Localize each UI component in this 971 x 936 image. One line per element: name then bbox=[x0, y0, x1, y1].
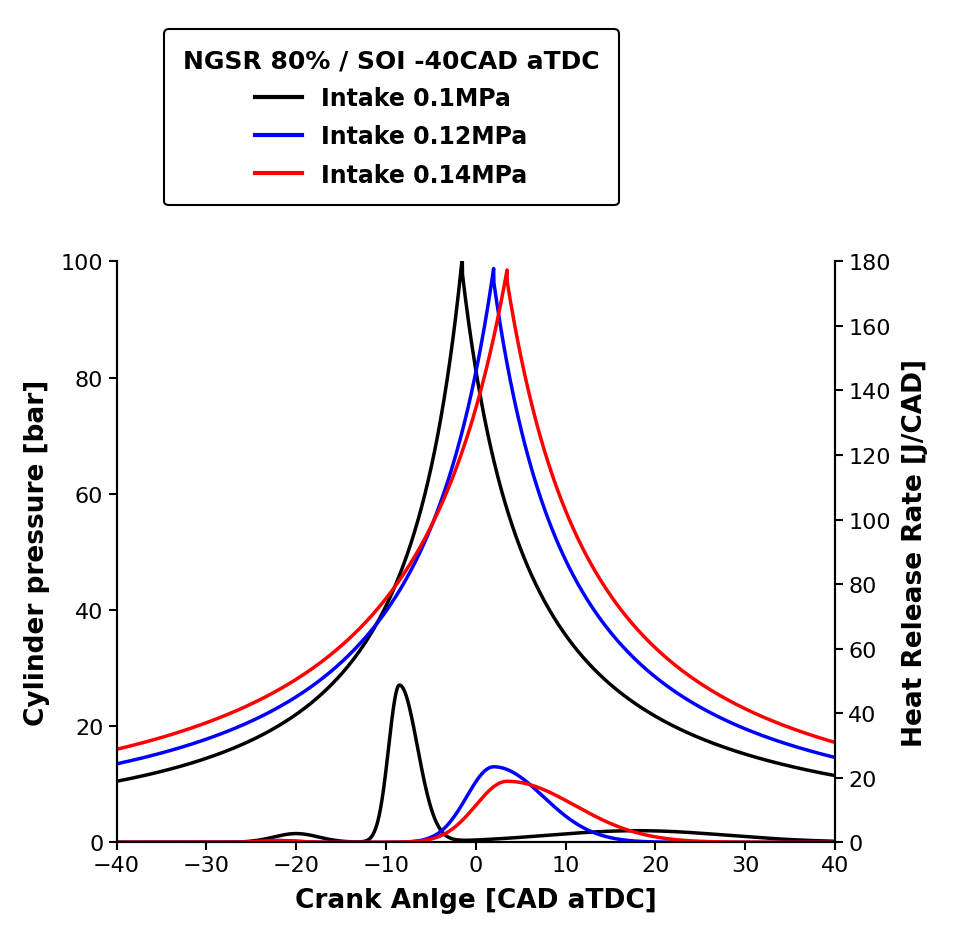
Y-axis label: Heat Release Rate [J/CAD]: Heat Release Rate [J/CAD] bbox=[902, 358, 928, 746]
Legend: Intake 0.1MPa, Intake 0.12MPa, Intake 0.14MPa: Intake 0.1MPa, Intake 0.12MPa, Intake 0.… bbox=[164, 30, 619, 206]
Y-axis label: Cylinder pressure [bar]: Cylinder pressure [bar] bbox=[23, 379, 50, 725]
X-axis label: Crank Anlge [CAD aTDC]: Crank Anlge [CAD aTDC] bbox=[295, 886, 656, 913]
